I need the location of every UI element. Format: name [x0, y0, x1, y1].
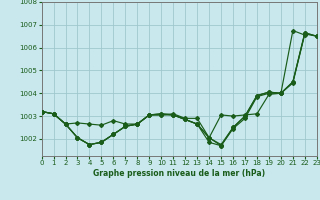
X-axis label: Graphe pression niveau de la mer (hPa): Graphe pression niveau de la mer (hPa) [93, 169, 265, 178]
